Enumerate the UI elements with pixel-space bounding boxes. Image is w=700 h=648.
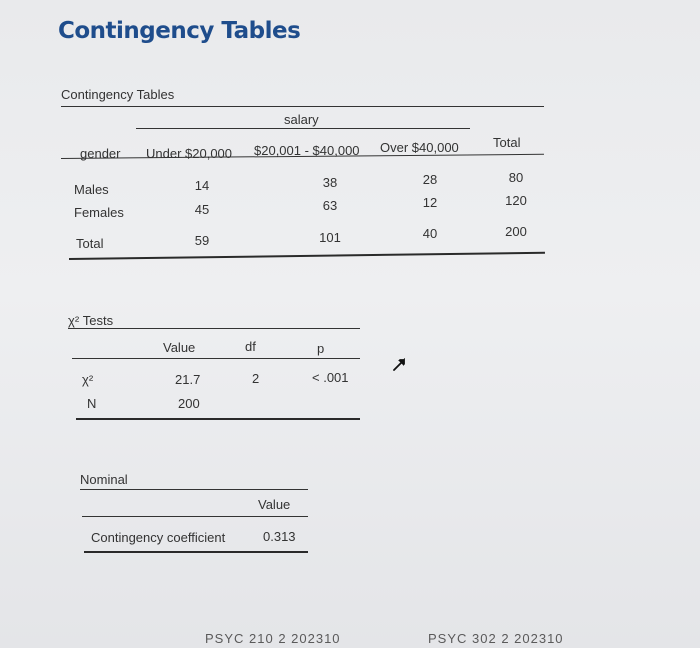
row-label-males: Males [74,182,109,197]
chi-row-label-chisq: χ² [82,372,94,387]
row-label-total: Total [76,236,104,251]
footer-course-code-right: PSYC 302 2 202310 [428,631,564,646]
column-header-total: Total [493,135,521,150]
salary-group-header: salary [284,112,319,127]
nominal-section-title: Nominal [80,472,128,487]
cell-females-under-20000: 45 [194,202,210,217]
cell-males-total: 80 [508,170,524,185]
chi-header-rule [72,358,360,359]
chi-column-header-df: df [245,339,256,354]
chi-tests-section-title: χ² Tests [68,313,114,328]
page-title: Contingency Tables [58,18,301,44]
table-top-rule [61,106,544,107]
nominal-top-rule [80,489,308,490]
column-header-under-20000: Under $20,000 [146,146,233,161]
chi-value-chisq: 21.7 [175,372,201,387]
group-header-rule [136,128,470,129]
chi-top-rule [68,328,360,329]
chi-value-n: 200 [178,396,200,411]
chi-p-chisq: < .001 [312,370,349,385]
cell-total-over-40000: 40 [422,226,438,241]
cell-females-over-40000: 12 [422,195,438,210]
cell-total-total: 200 [505,224,527,239]
row-label-females: Females [74,205,124,220]
cell-females-total: 120 [505,193,527,208]
nominal-column-header-value: Value [258,497,291,512]
contingency-section-title: Contingency Tables [61,87,175,102]
cell-total-under-20000: 59 [194,233,210,248]
nominal-header-rule [82,516,308,517]
nominal-bottom-rule [84,551,308,553]
chi-column-header-value: Value [163,340,196,355]
footer-course-code-left: PSYC 210 2 202310 [205,631,341,646]
chi-df-chisq: 2 [252,371,260,386]
nominal-value-contingency-coefficient: 0.313 [263,529,296,544]
mouse-cursor-icon [393,358,405,371]
chi-row-label-n: N [87,396,97,411]
column-header-20001-40000: $20,001 - $40,000 [254,143,360,158]
column-header-over-40000: Over $40,000 [380,140,459,155]
cell-females-20001-40000: 63 [322,198,338,213]
chi-column-header-p: p [317,341,325,356]
nominal-row-label-contingency-coefficient: Contingency coefficient [91,530,226,545]
cell-males-20001-40000: 38 [322,175,338,190]
chi-bottom-rule [76,418,360,420]
cell-males-over-40000: 28 [422,172,438,187]
cell-total-20001-40000: 101 [319,230,341,245]
cell-males-under-20000: 14 [194,178,210,193]
table-bottom-rule [68,251,545,260]
